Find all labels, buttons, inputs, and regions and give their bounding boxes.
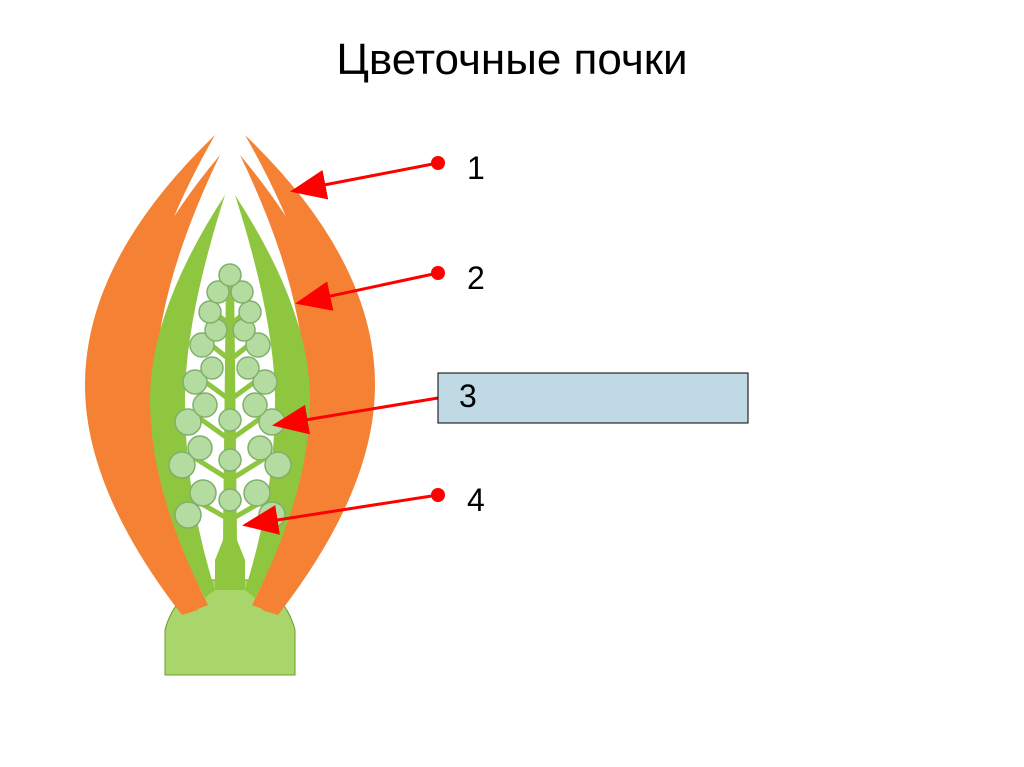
arrow-1-dot [431,156,445,170]
label-1-text: 1 [467,150,485,187]
label-4-row: 4 [455,482,485,519]
label-3-box [438,373,748,423]
arrow-4-dot [431,488,445,502]
label-3-text: 3 [459,378,477,415]
label-4-text: 4 [467,482,485,519]
label-2-row: 2 [455,260,485,297]
label-2-text: 2 [467,260,485,297]
arrow-2-dot [431,266,445,280]
flower-bud-diagram [40,120,420,680]
page-title: Цветочные почки [0,35,1024,85]
label-3-row: 3 [447,378,477,415]
diagram-svg [40,120,420,680]
label-1-row: 1 [455,150,485,187]
